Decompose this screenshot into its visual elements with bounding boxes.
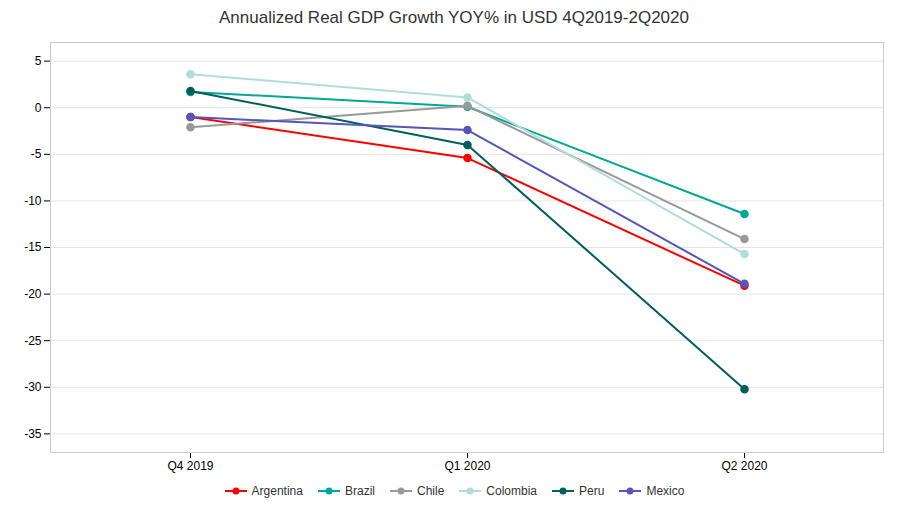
- html-text:Chile: Chile: [417, 484, 445, 498]
- html-text:Argentina: Argentina: [251, 484, 303, 498]
- svg-text:-25: -25: [24, 334, 42, 348]
- svg-text:-30: -30: [24, 380, 42, 394]
- svg-text:0: 0: [35, 101, 42, 115]
- html-text:Annualized Real GDP Growth YOY: Annualized Real GDP Growth YOY% in USD 4…: [219, 8, 689, 27]
- html-text:Peru: Peru: [579, 484, 605, 498]
- svg-text:Q2 2020: Q2 2020: [721, 459, 767, 473]
- svg-text:-5: -5: [31, 147, 42, 161]
- html-text:Colombia: Colombia: [486, 484, 537, 498]
- svg-text:-20: -20: [24, 287, 42, 301]
- svg-text:Q4 2019: Q4 2019: [167, 459, 213, 473]
- svg-text:Q1 2020: Q1 2020: [444, 459, 490, 473]
- html-text:Brazil: Brazil: [345, 484, 375, 498]
- svg-text:-15: -15: [24, 240, 42, 254]
- html-text:Mexico: Mexico: [646, 484, 685, 498]
- svg-text:5: 5: [35, 54, 42, 68]
- svg-text:-10: -10: [24, 194, 42, 208]
- svg-text:-35: -35: [24, 427, 42, 441]
